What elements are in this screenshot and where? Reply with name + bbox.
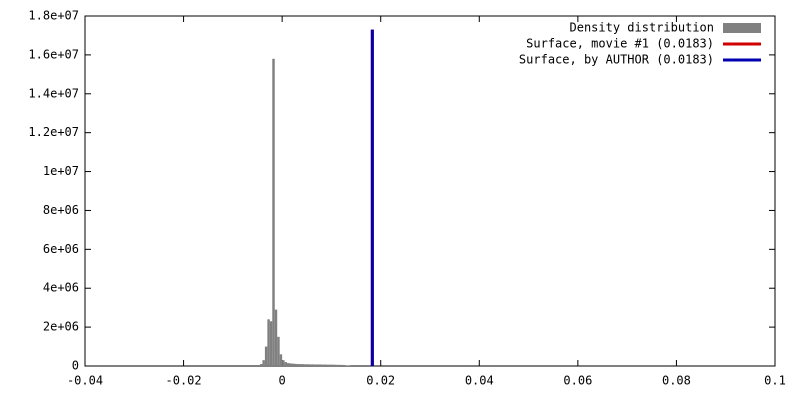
- histogram-bar: [272, 58, 275, 367]
- histogram-bar: [324, 364, 327, 366]
- histogram-bar: [267, 319, 270, 366]
- histogram-bar: [321, 364, 325, 366]
- y-tick-label: 1.6e+07: [28, 47, 79, 61]
- y-tick-label: 1.4e+07: [28, 86, 79, 100]
- histogram-bar: [346, 365, 349, 366]
- histogram-bar: [269, 321, 273, 366]
- histogram-bar: [284, 362, 288, 366]
- x-tick-label: 0.04: [465, 374, 494, 388]
- histogram-bar: [311, 364, 315, 366]
- histogram-bar: [277, 336, 280, 366]
- x-tick-label: 0.1: [764, 374, 786, 388]
- x-tick-label: 0.08: [662, 374, 691, 388]
- x-tick-label: 0.02: [366, 374, 395, 388]
- histogram-bar: [309, 364, 312, 366]
- histogram-bar: [299, 364, 302, 366]
- histogram-bar: [264, 346, 268, 366]
- y-tick-label: 2e+06: [43, 320, 79, 334]
- histogram-bar: [326, 364, 329, 366]
- y-tick-label: 0: [72, 359, 79, 373]
- histogram-bar: [319, 364, 322, 366]
- histogram-bar: [343, 365, 347, 366]
- y-tick-label: 1e+07: [43, 164, 79, 178]
- histogram-bar: [292, 363, 295, 366]
- legend-swatch: [723, 23, 761, 33]
- histogram-bar: [316, 364, 320, 366]
- histogram-bar: [259, 364, 263, 366]
- histogram-bar: [328, 364, 332, 366]
- histogram-bar: [314, 364, 317, 366]
- histogram-bar: [287, 363, 290, 366]
- histogram-bar: [341, 364, 344, 366]
- y-tick-label: 1.8e+07: [28, 9, 79, 23]
- y-tick-label: 4e+06: [43, 281, 79, 295]
- histogram-bar: [333, 364, 337, 366]
- y-tick-label: 8e+06: [43, 203, 79, 217]
- histogram-bar: [257, 365, 260, 366]
- histogram-bar: [262, 360, 265, 366]
- x-tick-label: -0.02: [166, 374, 202, 388]
- x-tick-label: -0.04: [67, 374, 103, 388]
- histogram-bar: [336, 364, 339, 366]
- y-tick-label: 6e+06: [43, 242, 79, 256]
- x-tick-label: 0.06: [563, 374, 592, 388]
- histogram-bar: [338, 364, 342, 366]
- histogram-bar: [331, 364, 334, 366]
- y-tick-label: 1.2e+07: [28, 125, 79, 139]
- histogram-bar: [294, 363, 297, 366]
- legend-label: Surface, movie #1 (0.0183): [526, 37, 714, 51]
- histogram-bar: [274, 309, 278, 366]
- histogram-bar: [289, 363, 292, 366]
- histogram-bar: [282, 360, 285, 366]
- x-tick-label: 0: [279, 374, 286, 388]
- histogram-bar: [304, 364, 307, 366]
- legend-label: Density distribution: [570, 21, 715, 35]
- legend-label: Surface, by AUTHOR (0.0183): [519, 53, 714, 67]
- plot-frame: [84, 15, 776, 367]
- histogram-bar: [296, 364, 300, 366]
- histogram-bar: [306, 364, 310, 366]
- histogram-bar: [301, 364, 305, 366]
- histogram-bar: [279, 354, 283, 366]
